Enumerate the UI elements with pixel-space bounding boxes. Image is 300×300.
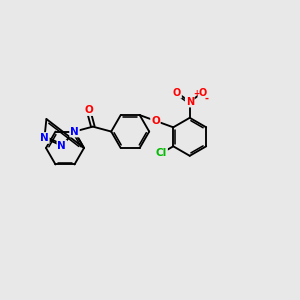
Text: N: N: [186, 97, 194, 107]
Text: +: +: [193, 89, 200, 98]
Text: O: O: [84, 105, 93, 115]
Text: O: O: [198, 88, 207, 98]
Text: Cl: Cl: [156, 148, 167, 158]
Text: N: N: [57, 141, 66, 151]
Text: O: O: [173, 88, 181, 98]
Text: N: N: [70, 127, 79, 136]
Text: O: O: [151, 116, 160, 126]
Text: N: N: [40, 133, 49, 143]
Text: -: -: [205, 94, 208, 104]
